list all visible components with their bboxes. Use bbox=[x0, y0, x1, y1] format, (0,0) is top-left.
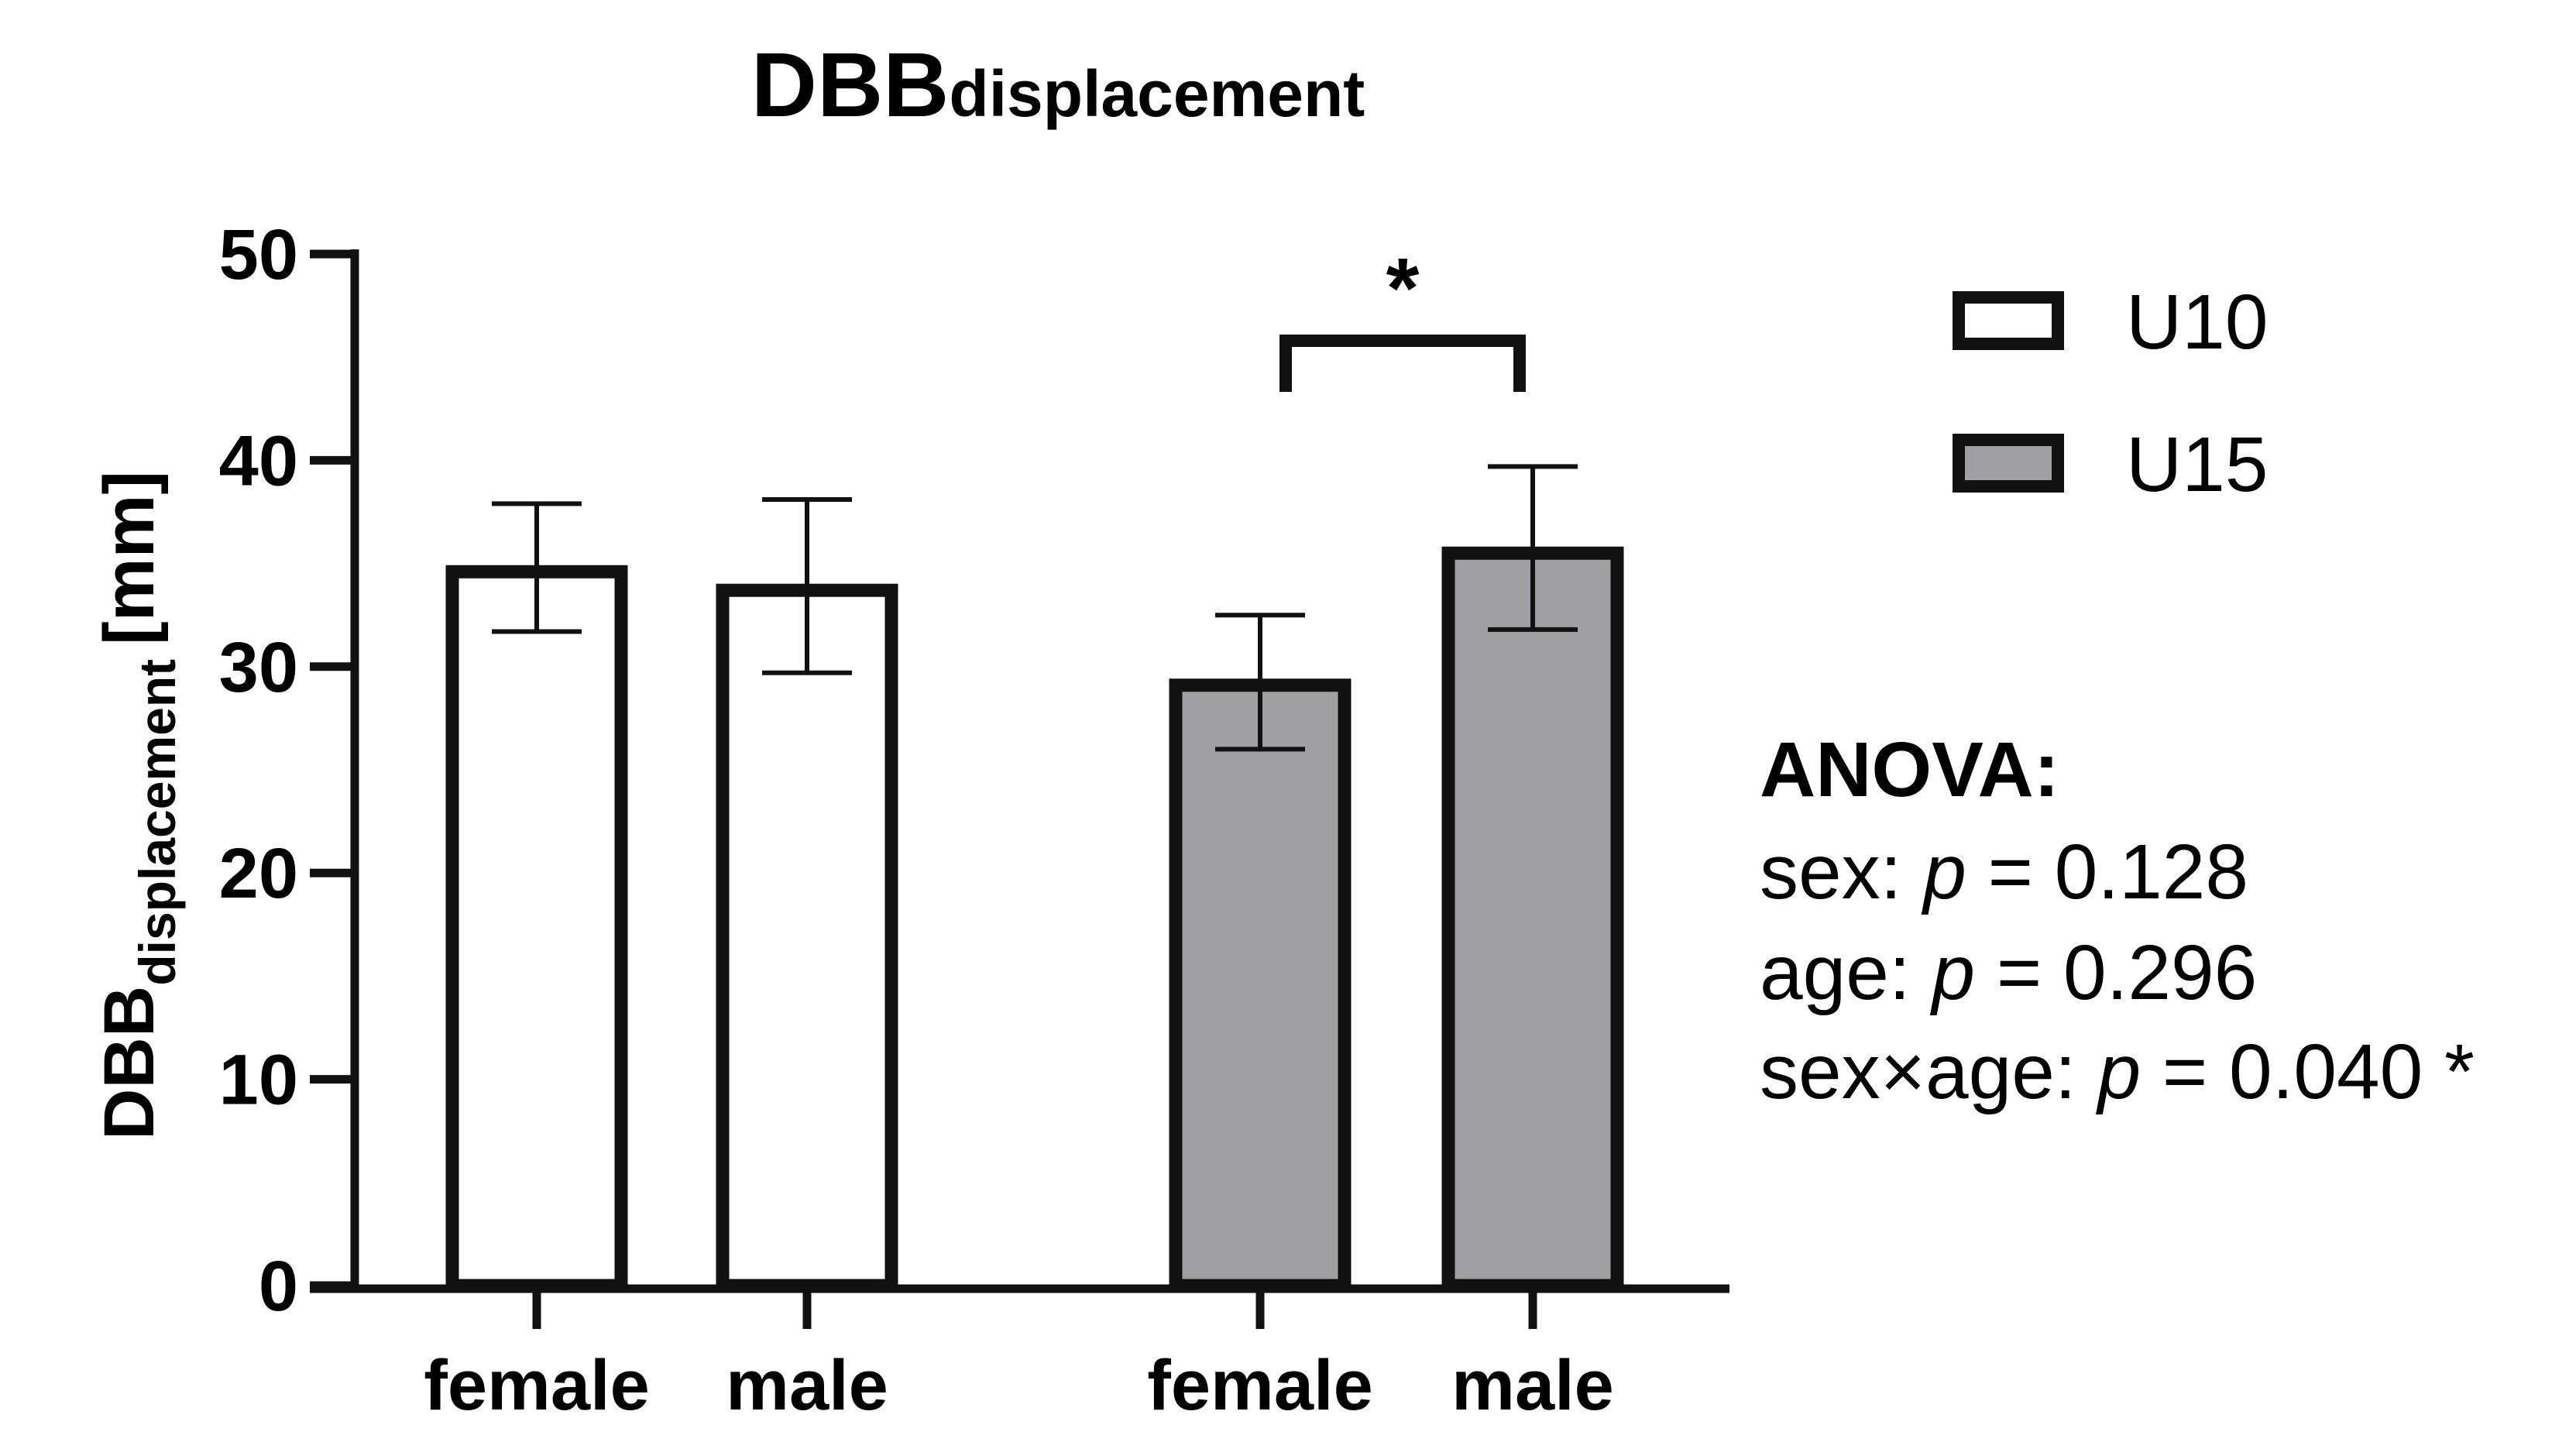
error-bar-u10-female bbox=[492, 501, 582, 634]
x-category-label: female bbox=[1147, 1346, 1373, 1425]
legend-swatch-u15 bbox=[1953, 434, 2064, 493]
y-tick-label: 20 bbox=[219, 834, 298, 913]
y-axis-label-unit: [mm] bbox=[90, 471, 169, 645]
y-axis-label-main: DBB bbox=[90, 986, 169, 1140]
anova-line-sex: sex: p = 0.128 bbox=[1760, 829, 2248, 915]
anova-block: ANOVA: sex: p = 0.128 age: p = 0.296 sex… bbox=[1760, 726, 2475, 1115]
anova-line-sex-age: sex×age: p = 0.040 * bbox=[1760, 1028, 2475, 1115]
chart-title: DBBdisplacement bbox=[751, 34, 1365, 136]
bar-u10-male bbox=[716, 583, 898, 1293]
bars bbox=[445, 464, 1624, 1293]
bar-u15-female bbox=[1169, 678, 1352, 1293]
bar-u10-female bbox=[445, 565, 628, 1293]
legend: U10 U15 bbox=[1953, 279, 2268, 508]
y-tick-label: 50 bbox=[219, 215, 298, 294]
error-bar-u15-male bbox=[1488, 464, 1578, 632]
legend-swatch-u10 bbox=[1953, 291, 2064, 350]
anova-heading: ANOVA: bbox=[1760, 726, 2059, 813]
x-categories: female male female male bbox=[424, 1289, 1614, 1425]
legend-label-u10: U10 bbox=[2126, 279, 2268, 366]
y-tick-label: 40 bbox=[219, 421, 298, 500]
chart-title-main: DBB bbox=[751, 34, 950, 136]
y-axis-label: DBBdisplacement [mm] bbox=[90, 471, 186, 1140]
error-bar-u10-male bbox=[762, 497, 852, 675]
anova-line-age: age: p = 0.296 bbox=[1760, 929, 2257, 1016]
chart-title-sub: displacement bbox=[949, 57, 1365, 130]
y-axis-label-sub: displacement bbox=[129, 659, 186, 986]
y-tick-label: 30 bbox=[219, 628, 298, 707]
error-bar-u15-female bbox=[1215, 613, 1305, 752]
significance-bracket bbox=[1279, 335, 1526, 392]
legend-label-u15: U15 bbox=[2126, 421, 2268, 508]
x-category-label: male bbox=[726, 1346, 888, 1425]
y-ticks: 0 10 20 30 40 50 bbox=[219, 215, 355, 1326]
x-category-label: male bbox=[1451, 1346, 1614, 1425]
y-tick-label: 0 bbox=[259, 1247, 298, 1326]
y-tick-label: 10 bbox=[219, 1041, 298, 1120]
x-category-label: female bbox=[424, 1346, 650, 1425]
bar-u15-male bbox=[1441, 546, 1624, 1293]
significance-star: * bbox=[1386, 241, 1420, 336]
